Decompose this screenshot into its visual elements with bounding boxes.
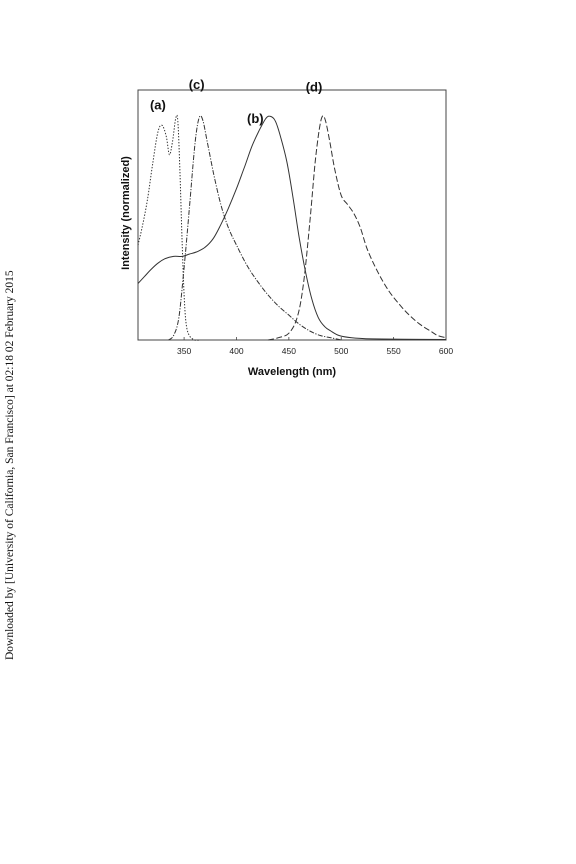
x-tick-label: 600 xyxy=(439,346,453,356)
series-label-c: (c) xyxy=(189,77,205,92)
series-label-d: (d) xyxy=(306,79,323,94)
series-label-a: (a) xyxy=(150,97,166,112)
curve-labels: (a) (b) (c) (d) xyxy=(150,77,322,126)
series-label-b: (b) xyxy=(247,111,264,126)
x-tick-label: 550 xyxy=(387,346,401,356)
series-line-d xyxy=(267,115,447,341)
x-tick-label: 500 xyxy=(334,346,348,356)
series-line-b xyxy=(137,115,447,340)
y-axis-title: Intensity (normalized) xyxy=(120,156,132,270)
curves xyxy=(137,114,447,341)
series-line-a xyxy=(137,114,200,341)
series-line-c xyxy=(168,115,342,341)
x-tick-label: 450 xyxy=(282,346,296,356)
x-tick-label: 400 xyxy=(229,346,243,356)
plot-frame xyxy=(137,89,447,341)
x-axis-ticks: 350 400 450 500 550 600 xyxy=(177,337,453,356)
x-axis-title: Wavelength (nm) xyxy=(248,366,337,378)
x-tick-label: 350 xyxy=(177,346,191,356)
